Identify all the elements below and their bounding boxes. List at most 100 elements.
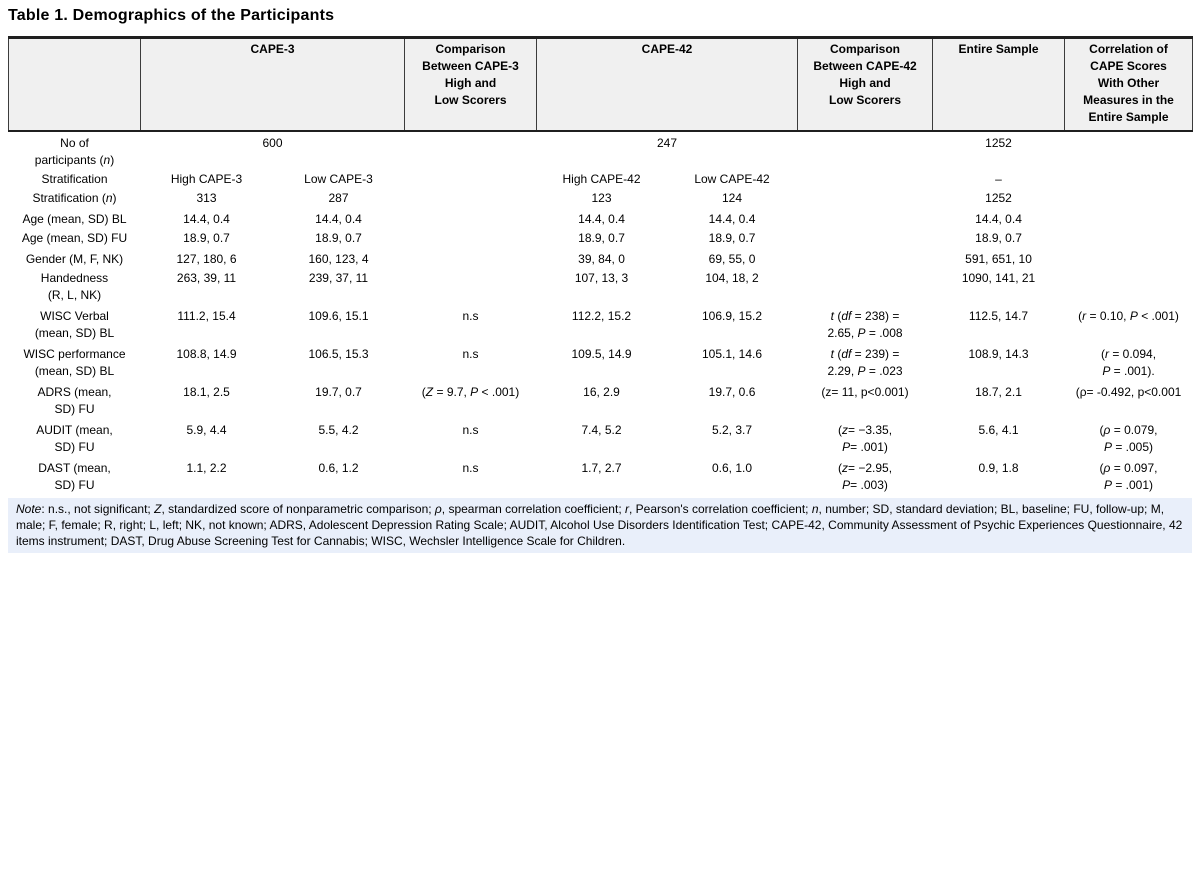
cell-comparison-cape42: (z= −2.95, P= .003) xyxy=(837,461,893,493)
cell-cape42-total: 247 xyxy=(657,136,678,151)
cell-high-cape42: 123 xyxy=(591,191,612,206)
cell-high-cape42: High CAPE-42 xyxy=(562,172,641,187)
cell-cape3-total: 600 xyxy=(262,136,283,151)
cell-empty xyxy=(798,170,933,189)
cell-correlation: (ρ= -0.492, p<0.001 xyxy=(1075,385,1182,400)
cell-low-cape42: Low CAPE-42 xyxy=(694,172,770,187)
header-row: CAPE-3 Comparison Between CAPE-3 High an… xyxy=(8,36,1194,133)
table-row-adrs: ADRS (mean, SD) FU 18.1, 2.5 19.7, 0.7 (… xyxy=(9,381,1193,419)
row-label: AUDIT (mean, SD) FU xyxy=(36,423,113,455)
cell-high-cape42: 107, 13, 3 xyxy=(574,271,629,286)
cell-empty xyxy=(1065,269,1193,305)
cell-low-cape3: 106.5, 15.3 xyxy=(308,347,369,362)
cell-high-cape3: 1.1, 2.2 xyxy=(186,461,227,476)
cell-high-cape42: 14.4, 0.4 xyxy=(578,212,625,227)
cell-low-cape3: 18.9, 0.7 xyxy=(315,231,362,246)
cell-empty xyxy=(798,269,933,305)
cell-empty xyxy=(1065,189,1193,208)
cell-comparison-cape3: n.s xyxy=(462,309,479,324)
cell-high-cape3: High CAPE-3 xyxy=(170,172,243,187)
cell-empty xyxy=(405,208,537,229)
table-row-age-fu: Age (mean, SD) FU 18.9, 0.7 18.9, 0.7 18… xyxy=(9,229,1193,248)
table-title: Table 1. Demographics of the Participant… xyxy=(8,7,335,24)
header-cell-correlation: Correlation of CAPE Scores With Other Me… xyxy=(1064,36,1194,133)
cell-low-cape3: Low CAPE-3 xyxy=(304,172,373,187)
cell-comparison-cape42: (z= 11, p<0.001) xyxy=(821,385,909,400)
cell-low-cape3: 160, 123, 4 xyxy=(308,252,369,267)
row-label: WISC Verbal (mean, SD) BL xyxy=(34,309,115,341)
header-cell-cape42: CAPE-42 xyxy=(536,36,799,133)
cell-empty xyxy=(798,131,933,170)
cell-low-cape42: 106.9, 15.2 xyxy=(701,309,763,324)
header-cell-blank xyxy=(8,36,141,133)
cell-low-cape3: 19.7, 0.7 xyxy=(315,385,362,400)
row-label: WISC performance (mean, SD) BL xyxy=(23,347,126,379)
cell-empty xyxy=(405,170,537,189)
cell-low-cape42: 69, 55, 0 xyxy=(708,252,756,267)
cell-comparison-cape3: n.s xyxy=(462,461,479,476)
header-cell-comparison-cape42: Comparison Between CAPE-42 High and Low … xyxy=(797,36,934,133)
row-label: No of participants (n) xyxy=(34,136,115,168)
cell-high-cape3: 14.4, 0.4 xyxy=(183,212,230,227)
cell-entire: 1252 xyxy=(985,191,1012,206)
cell-low-cape42: 18.9, 0.7 xyxy=(708,231,756,246)
cell-low-cape3: 14.4, 0.4 xyxy=(315,212,362,227)
cell-high-cape42: 1.7, 2.7 xyxy=(581,461,622,476)
cell-low-cape42: 5.2, 3.7 xyxy=(712,423,753,438)
cell-entire: – xyxy=(995,172,1002,187)
row-label: Age (mean, SD) FU xyxy=(21,231,128,246)
cell-empty xyxy=(1065,131,1193,170)
row-label: Gender (M, F, NK) xyxy=(25,252,124,267)
page: Table 1. Demographics of the Participant… xyxy=(0,7,1200,879)
cell-high-cape42: 16, 2.9 xyxy=(583,385,620,400)
table-row-stratification-n: Stratification (n) 313 287 123 124 1252 xyxy=(9,189,1193,208)
cell-high-cape3: 18.9, 0.7 xyxy=(183,231,230,246)
row-label: Stratification (n) xyxy=(32,191,117,206)
cell-empty xyxy=(798,229,933,248)
cell-high-cape3: 111.2, 15.4 xyxy=(177,309,236,324)
cell-empty xyxy=(405,248,537,269)
cell-empty xyxy=(798,189,933,208)
cell-entire: 18.9, 0.7 xyxy=(975,231,1022,246)
cell-high-cape42: 18.9, 0.7 xyxy=(578,231,625,246)
cell-comparison-cape42: (z= −3.35, P= .001) xyxy=(837,423,893,455)
cell-high-cape3: 263, 39, 11 xyxy=(176,271,237,286)
row-label: Handedness (R, L, NK) xyxy=(40,271,109,303)
cell-entire: 108.9, 14.3 xyxy=(968,347,1029,362)
cell-high-cape42: 7.4, 5.2 xyxy=(581,423,622,438)
cell-empty xyxy=(405,189,537,208)
cell-entire: 18.7, 2.1 xyxy=(975,385,1022,400)
cell-empty xyxy=(1065,248,1193,269)
cell-entire: 591, 651, 10 xyxy=(965,252,1032,267)
row-label: ADRS (mean, SD) FU xyxy=(37,385,112,417)
header-cell-comparison-cape3: Comparison Between CAPE-3 High and Low S… xyxy=(404,36,538,133)
cell-entire: 14.4, 0.4 xyxy=(975,212,1022,227)
row-label: DAST (mean, SD) FU xyxy=(38,461,111,493)
cell-comparison-cape3: n.s xyxy=(462,423,479,438)
cell-entire: 1252 xyxy=(985,136,1012,151)
cell-high-cape3: 5.9, 4.4 xyxy=(186,423,227,438)
cell-low-cape3: 0.6, 1.2 xyxy=(318,461,359,476)
cell-correlation: (ρ = 0.097, P = .001) xyxy=(1099,461,1158,493)
cell-high-cape3: 108.8, 14.9 xyxy=(176,347,237,362)
cell-low-cape42: 19.7, 0.6 xyxy=(708,385,756,400)
cell-low-cape42: 14.4, 0.4 xyxy=(708,212,756,227)
row-label: Age (mean, SD) BL xyxy=(22,212,127,227)
header-cell-entire-sample: Entire Sample xyxy=(932,36,1066,133)
table-row-participants: No of participants (n) 600 247 1252 xyxy=(9,131,1193,170)
table-note: Note: n.s., not significant; Z, standard… xyxy=(8,498,1192,554)
cell-comparison-cape42: t (df = 239) = 2.29, P = .023 xyxy=(827,347,903,379)
table-row-gender: Gender (M, F, NK) 127, 180, 6 160, 123, … xyxy=(9,248,1193,269)
cell-comparison-cape42: t (df = 238) = 2.65, P = .008 xyxy=(827,309,903,341)
cell-low-cape42: 104, 18, 2 xyxy=(705,271,759,286)
cell-entire: 0.9, 1.8 xyxy=(978,461,1019,476)
cell-low-cape3: 109.6, 15.1 xyxy=(308,309,369,324)
cell-low-cape42: 105.1, 14.6 xyxy=(701,347,763,362)
cell-entire: 5.6, 4.1 xyxy=(978,423,1019,438)
table-header: CAPE-3 Comparison Between CAPE-3 High an… xyxy=(8,36,1194,133)
cell-correlation: (r = 0.094, P = .001). xyxy=(1100,347,1157,379)
cell-empty xyxy=(798,208,933,229)
cell-high-cape3: 313 xyxy=(196,191,217,206)
cell-empty xyxy=(1065,170,1193,189)
table-body: No of participants (n) 600 247 1252 Stra… xyxy=(9,131,1193,495)
